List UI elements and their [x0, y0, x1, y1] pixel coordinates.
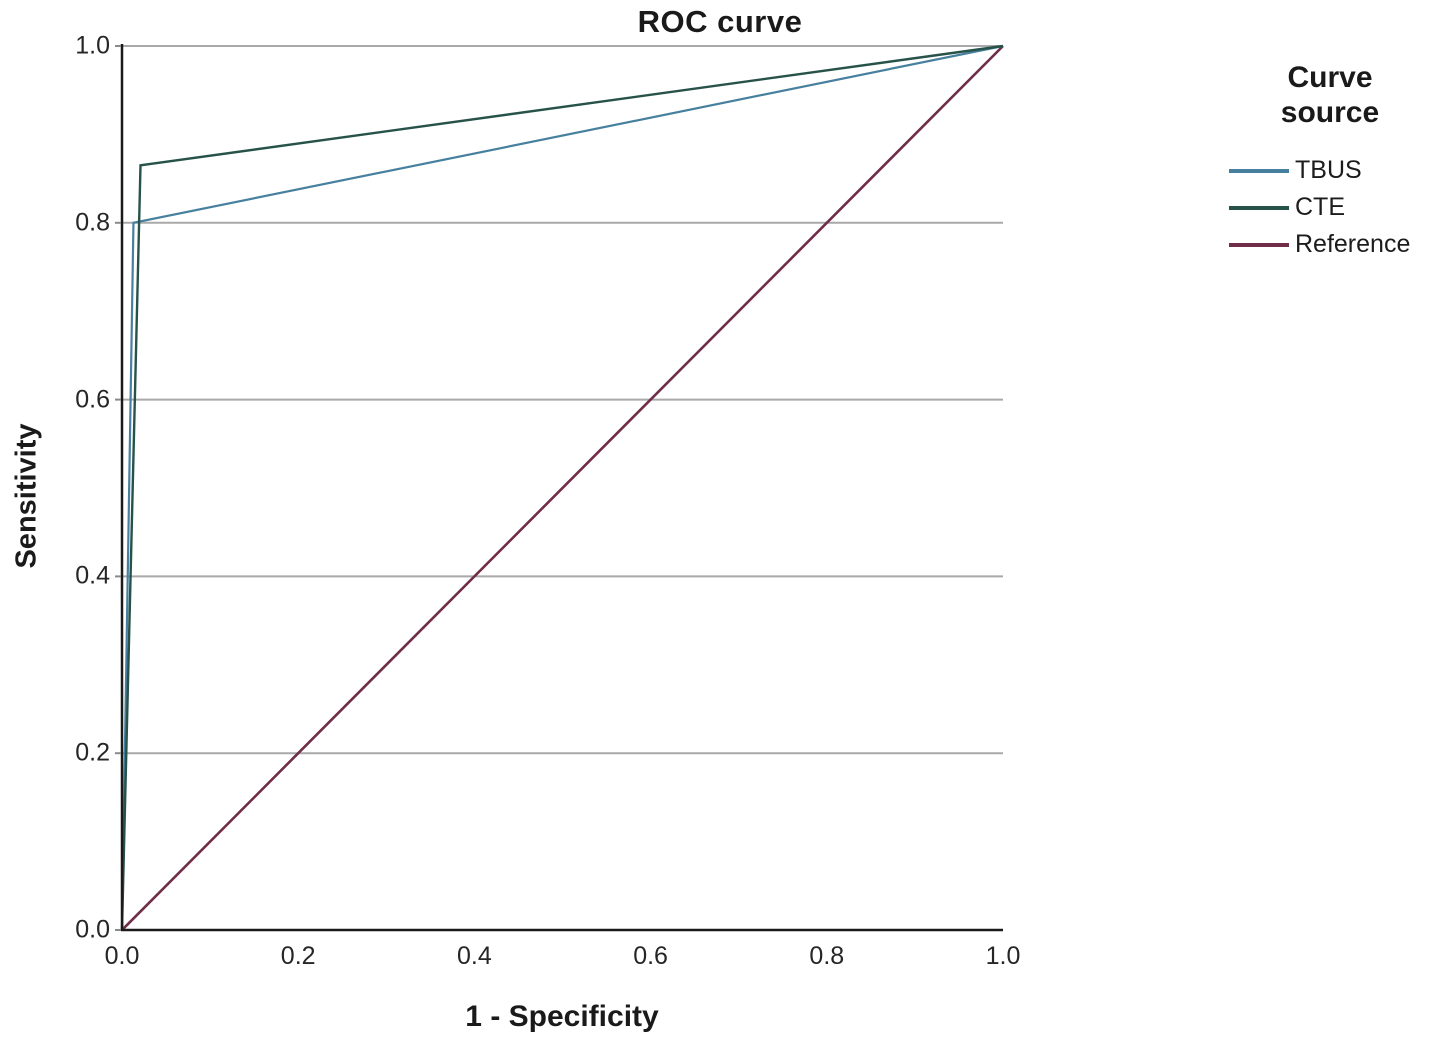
x-tick-label: 1.0 — [985, 942, 1021, 970]
y-axis-title: Sensitivity — [10, 423, 43, 569]
legend-label: Reference — [1295, 230, 1411, 258]
series-line-cte — [120, 44, 1004, 931]
legend-item-reference: Reference — [1229, 226, 1438, 263]
legend-item-tbus: TBUS — [1229, 152, 1438, 189]
legend-items: TBUS CTE Reference — [1222, 152, 1438, 263]
x-tick-label: 0.0 — [104, 942, 140, 970]
x-tick-label: 0.8 — [809, 942, 845, 970]
y-tick-label: 0.8 — [75, 208, 110, 237]
series-line-tbus — [120, 44, 1004, 931]
legend-label: CTE — [1295, 193, 1345, 221]
chart-title: ROC curve — [637, 4, 803, 39]
axes — [115, 44, 1003, 932]
series-line-reference — [121, 45, 1004, 931]
legend-label: TBUS — [1295, 156, 1362, 184]
gridlines — [122, 45, 1003, 755]
series-lines — [120, 44, 1004, 931]
legend-swatch-reference — [1229, 242, 1289, 247]
legend-item-cte: CTE — [1229, 189, 1438, 226]
x-tick-label: 0.4 — [457, 942, 492, 970]
legend-swatch-cte — [1229, 205, 1289, 210]
legend-title: Curve source — [1280, 61, 1380, 129]
x-tick-label: 0.6 — [633, 942, 668, 970]
legend: Curve source TBUS CTE Reference — [1222, 60, 1438, 263]
y-tick-label: 0.4 — [75, 561, 110, 590]
y-tick-label: 0.0 — [75, 915, 110, 944]
y-tick-label: 1.0 — [75, 31, 110, 60]
x-axis-title: 1 - Specificity — [465, 1000, 659, 1033]
y-tick-label: 0.2 — [75, 738, 110, 767]
legend-swatch-tbus — [1229, 168, 1289, 173]
x-tick-label: 0.2 — [280, 942, 316, 970]
y-tick-label: 0.6 — [75, 385, 110, 414]
